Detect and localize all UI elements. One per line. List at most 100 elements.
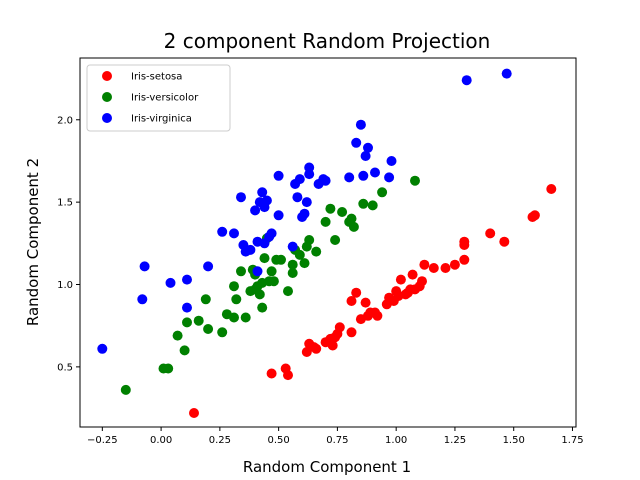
data-point — [304, 235, 315, 245]
data-point — [229, 228, 239, 239]
data-point — [229, 312, 239, 323]
data-point — [346, 296, 357, 306]
data-point — [252, 266, 263, 277]
data-point — [120, 384, 131, 395]
data-point — [292, 192, 303, 203]
data-point — [203, 261, 214, 272]
data-point — [165, 277, 176, 288]
legend-label: Iris-versicolor — [131, 93, 199, 104]
data-point — [367, 200, 378, 211]
data-point — [358, 170, 369, 181]
data-point — [358, 198, 369, 209]
data-point — [287, 268, 298, 278]
x-axis-ticks: −0.25 0.00 0.25 0.50 0.75 1.00 1.25 1.50 1.75 — [87, 427, 584, 446]
data-point — [344, 172, 355, 183]
legend: Iris-setosa Iris-versicolor Iris-virginica — [86, 64, 231, 132]
data-point — [97, 343, 108, 354]
data-point — [231, 294, 242, 305]
data-point — [419, 259, 430, 270]
data-point — [459, 254, 470, 265]
plot-frame — [79, 57, 577, 428]
data-point — [182, 317, 192, 328]
x-tick-label: 1.25 — [444, 435, 466, 446]
data-point — [257, 187, 268, 198]
data-point — [330, 235, 341, 245]
data-point — [283, 286, 293, 297]
data-point — [287, 259, 298, 270]
x-axis-title: Random Component 1 — [243, 458, 411, 476]
legend-box — [86, 64, 231, 132]
data-point — [217, 327, 228, 338]
data-point — [266, 368, 277, 379]
data-point — [276, 254, 286, 265]
y-tick-label: 1.0 — [57, 280, 73, 291]
data-point — [346, 213, 357, 224]
data-point — [384, 172, 395, 183]
series-iris-versicolor — [120, 175, 420, 395]
data-point — [325, 203, 336, 214]
x-tick-label: 0.75 — [326, 435, 348, 446]
x-tick-label: 1.00 — [385, 435, 407, 446]
y-tick-label: 0.5 — [57, 362, 73, 373]
data-point — [217, 226, 228, 237]
data-point — [299, 208, 310, 219]
data-point — [193, 315, 204, 326]
legend-marker — [102, 92, 112, 102]
data-point — [485, 228, 496, 239]
data-point — [137, 294, 148, 305]
data-point — [311, 246, 322, 257]
data-point — [273, 170, 284, 181]
data-point — [259, 253, 270, 264]
data-point — [268, 276, 279, 287]
data-point — [363, 142, 373, 153]
y-tick-label: 1.5 — [57, 198, 73, 209]
data-point — [327, 340, 338, 351]
data-point — [428, 263, 439, 273]
data-point — [139, 261, 150, 272]
data-point — [395, 274, 406, 285]
data-point — [229, 281, 239, 292]
data-point — [417, 276, 427, 287]
data-point — [283, 370, 293, 381]
data-point — [266, 266, 277, 277]
data-point — [189, 408, 199, 418]
data-point — [245, 244, 256, 255]
data-point — [351, 287, 362, 298]
x-tick-label: 0.00 — [150, 435, 172, 446]
data-point — [410, 175, 420, 186]
data-point — [355, 119, 366, 130]
data-point — [299, 258, 310, 269]
legend-label: Iris-virginica — [131, 114, 192, 125]
series-iris-setosa — [189, 184, 557, 418]
data-points — [97, 68, 557, 418]
data-point — [337, 207, 348, 217]
data-point — [301, 347, 312, 357]
data-point — [240, 312, 251, 323]
data-point — [348, 221, 359, 232]
x-tick-label: 0.50 — [268, 435, 290, 446]
data-point — [182, 302, 192, 313]
data-point — [294, 249, 305, 260]
data-point — [377, 187, 388, 198]
data-point — [172, 330, 183, 341]
data-point — [236, 266, 246, 277]
x-tick-label: 0.25 — [209, 435, 231, 446]
data-point — [200, 294, 211, 305]
legend-marker — [102, 71, 112, 81]
data-point — [179, 345, 190, 356]
data-point — [320, 175, 331, 186]
data-point — [334, 322, 345, 333]
y-axis-title: Random Component 2 — [24, 158, 42, 326]
y-axis-ticks: 0.5 1.0 1.5 2.0 — [57, 115, 80, 373]
data-point — [499, 236, 510, 247]
legend-marker — [102, 113, 112, 123]
data-point — [501, 68, 512, 79]
data-point — [266, 228, 277, 239]
data-point — [254, 289, 265, 300]
data-point — [294, 174, 305, 185]
data-point — [182, 274, 192, 285]
data-point — [360, 151, 371, 161]
x-tick-label: 1.75 — [561, 435, 583, 446]
data-point — [203, 324, 214, 334]
